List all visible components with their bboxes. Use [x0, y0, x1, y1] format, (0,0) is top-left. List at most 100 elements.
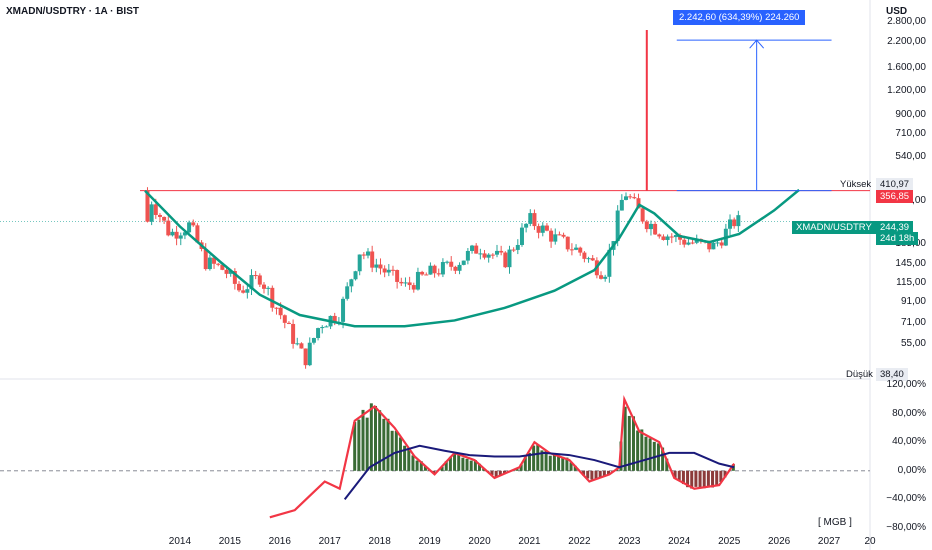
osc-histogram-bar: [515, 468, 519, 471]
candle-body: [390, 269, 395, 271]
candle-body: [524, 223, 529, 228]
candle-body: [615, 210, 620, 242]
candle-body: [407, 282, 412, 286]
candle-body: [341, 298, 346, 322]
candle-body: [399, 281, 404, 284]
osc-histogram-bar: [423, 466, 427, 471]
candle-body: [249, 275, 254, 290]
currency-label: USD: [886, 6, 908, 17]
candle-body: [728, 219, 733, 229]
osc-histogram-bar: [561, 456, 565, 471]
resistance-value-tag: 356,85: [876, 190, 914, 203]
candle-body: [216, 263, 221, 265]
candle-body: [187, 222, 192, 233]
candle-body: [270, 287, 275, 308]
time-axis-tick: 2024: [668, 536, 691, 547]
osc-histogram-bar: [607, 470, 611, 475]
candle-body: [257, 275, 262, 285]
candle-body: [420, 271, 425, 275]
osc-histogram-bar: [557, 455, 561, 471]
candle-body: [686, 242, 691, 245]
osc-histogram-bar: [640, 429, 644, 471]
candle-body: [490, 254, 495, 256]
candle-body: [515, 244, 520, 250]
price-axis-tick: 115,00: [896, 277, 926, 289]
candle-body: [586, 258, 591, 260]
candle-body: [519, 227, 524, 245]
osc-histogram-bar: [448, 456, 452, 471]
candle-body: [553, 234, 558, 242]
osc-histogram-bar: [411, 455, 415, 471]
osc-histogram-bar: [494, 470, 498, 477]
osc-histogram-bar: [527, 452, 531, 471]
candle-body: [457, 264, 462, 271]
candle-body: [153, 204, 158, 215]
time-axis-tick: 2027: [817, 536, 841, 547]
candle-body: [632, 197, 637, 199]
candle-body: [174, 231, 179, 239]
candle-body: [669, 236, 674, 238]
price-axis-tick: 2.800,00: [887, 16, 926, 27]
time-axis-tick: 2019: [418, 536, 441, 547]
osc-histogram-bar: [374, 405, 378, 471]
time-axis-tick: 2021: [518, 536, 541, 547]
candle-body: [582, 252, 587, 259]
price-axis-tick: 71,00: [900, 316, 926, 328]
candle-body: [482, 253, 487, 258]
candle-body: [540, 225, 545, 233]
candle-body: [316, 328, 321, 339]
candle-body: [465, 250, 470, 261]
candle-body: [191, 222, 196, 226]
chart-title: XMADN/USDTRY · 1A · BIST: [6, 6, 139, 17]
candle-body: [253, 275, 258, 277]
candle-body: [623, 196, 628, 200]
candle-body: [303, 348, 308, 366]
osc-histogram-bar: [677, 470, 681, 481]
candle-body: [528, 213, 533, 224]
candle-body: [661, 236, 666, 240]
cup-curve: [144, 188, 800, 328]
osc-axis-tick: 0,00%: [897, 464, 926, 476]
price-axis-tick: 55,00: [900, 337, 926, 349]
candle-body: [415, 271, 420, 290]
price-axis-tick: 1.600,00: [887, 61, 926, 73]
candle-body: [212, 257, 217, 264]
candle-body: [432, 265, 437, 274]
candle-body: [207, 257, 212, 270]
candle-body: [507, 249, 512, 268]
candle-body: [232, 270, 237, 284]
candle-body: [182, 232, 187, 236]
osc-histogram-bar: [398, 437, 402, 471]
candle-body: [274, 307, 279, 309]
candle-body: [719, 242, 724, 246]
candle-body: [461, 260, 466, 265]
osc-histogram-bar: [548, 455, 552, 471]
low-value-tag: 38,40: [876, 368, 908, 381]
candle-body: [470, 245, 475, 251]
osc-histogram-bar: [594, 470, 598, 479]
osc-histogram-bar: [627, 415, 631, 471]
osc-histogram-bar: [365, 417, 369, 471]
candle-body: [291, 323, 296, 344]
candle-body: [682, 239, 687, 245]
candle-body: [299, 343, 304, 349]
osc-histogram-bar: [444, 461, 448, 471]
candle-body: [453, 266, 458, 271]
osc-histogram-bar: [681, 470, 685, 485]
osc-axis-tick: 80,00%: [892, 407, 926, 419]
candle-body: [374, 264, 379, 268]
osc-histogram-bar: [403, 445, 407, 471]
candle-body: [378, 264, 383, 269]
osc-histogram-bar: [656, 443, 660, 471]
osc-histogram-bar: [502, 470, 506, 475]
indicator-name: [ MGB ]: [818, 517, 852, 528]
osc-histogram-bar: [378, 410, 382, 471]
osc-histogram-bar: [453, 453, 457, 471]
candle-body: [241, 290, 246, 293]
osc-histogram-bar: [490, 470, 494, 476]
candle-body: [578, 247, 583, 253]
osc-histogram-bar: [631, 416, 635, 471]
candle-body: [149, 204, 154, 222]
candle-body: [357, 254, 362, 272]
